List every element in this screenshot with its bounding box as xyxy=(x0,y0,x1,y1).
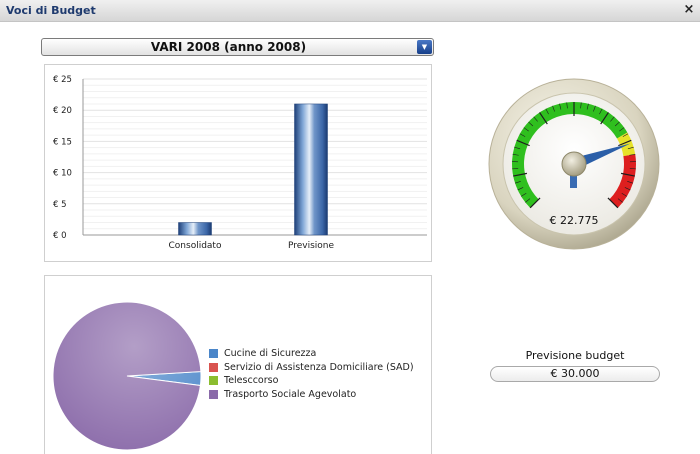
legend-item: Cucine di Sicurezza xyxy=(209,347,414,361)
gauge-tick xyxy=(520,193,527,197)
budget-forecast-value: € 30.000 xyxy=(490,366,660,382)
y-tick-label: € 0 xyxy=(53,231,67,241)
gauge-tick xyxy=(516,139,530,147)
pie-chart xyxy=(52,301,202,451)
gauge-tick xyxy=(629,154,636,156)
legend-label: Cucine di Sicurezza xyxy=(224,348,317,360)
gauge-value: € 22.775 xyxy=(550,214,599,227)
x-category-label: Previsione xyxy=(288,241,335,251)
gauge-tick xyxy=(539,112,548,125)
legend-item: Servizio di Assistenza Domiciliare (SAD) xyxy=(209,361,414,375)
gauge-tick xyxy=(545,108,549,115)
gauge-tick xyxy=(600,112,609,125)
legend-swatch xyxy=(209,389,218,399)
bar-chart: € 0 € 5 € 10 € 15 € 20 € 25 Consolidato Previs… xyxy=(53,75,427,251)
gauge-tick xyxy=(533,116,538,122)
gauge-tick xyxy=(621,193,628,197)
gauge-tick xyxy=(514,181,521,184)
budget-item-select[interactable]: VARI 2008 (anno 2008) ▼ xyxy=(41,38,434,56)
bar-chart-panel: € 0 € 5 € 10 € 15 € 20 € 25 Consolidato Previs… xyxy=(44,64,432,262)
legend-swatch xyxy=(209,362,218,372)
gauge-zone xyxy=(512,101,628,208)
legend-swatch xyxy=(209,349,218,359)
gauge-tick xyxy=(624,187,631,191)
window-titlebar: Voci di Budget × xyxy=(0,0,700,22)
y-tick-label: € 10 xyxy=(53,169,72,179)
gauge-zone xyxy=(617,132,636,157)
gauge-tick xyxy=(618,139,632,147)
bar xyxy=(294,103,328,236)
legend-label: Telesccorso xyxy=(224,375,279,387)
pie-highlight xyxy=(53,302,201,450)
gauge-tick xyxy=(525,198,531,203)
gauge-needle xyxy=(571,143,631,170)
legend-item: Trasporto Sociale Agevolato xyxy=(209,388,414,402)
gauge-tick xyxy=(580,102,582,109)
gauge-tick xyxy=(599,108,603,115)
gauge-hub xyxy=(561,151,587,177)
pie-chart-panel xyxy=(44,275,432,454)
window-title: Voci di Budget xyxy=(6,4,96,17)
gauge-tick xyxy=(566,102,568,109)
legend-label: Trasporto Sociale Agevolato xyxy=(224,388,357,400)
gauge-zone xyxy=(609,154,636,208)
gauge-tick xyxy=(512,154,519,156)
budget-item-select-value: VARI 2008 (anno 2008) xyxy=(150,40,307,54)
close-icon[interactable]: × xyxy=(683,2,695,17)
y-tick-label: € 25 xyxy=(53,75,72,85)
gauge-tick xyxy=(610,116,615,122)
gauge-tick xyxy=(552,105,555,112)
gauge-tick xyxy=(513,172,528,177)
gauge-tick xyxy=(514,146,521,150)
gauge-tick xyxy=(617,198,623,203)
y-tick-label: € 5 xyxy=(53,200,67,210)
legend-swatch xyxy=(209,376,218,386)
gauge-tick xyxy=(586,103,589,110)
legend-label: Servizio di Assistenza Domiciliare (SAD) xyxy=(224,361,414,373)
gauge-tick xyxy=(523,127,529,132)
chevron-down-icon[interactable]: ▼ xyxy=(417,40,432,54)
gauge-tick xyxy=(627,181,634,184)
y-tick-label: € 15 xyxy=(53,137,72,147)
pie-legend: Cucine di Sicurezza Servizio di Assisten… xyxy=(209,347,414,401)
gauge-tick xyxy=(607,197,619,209)
budget-forecast-label: Previsione budget xyxy=(525,349,625,362)
gauge-tick xyxy=(622,133,629,137)
gauge-tick xyxy=(519,133,526,137)
gauge-tick xyxy=(529,197,541,209)
bar xyxy=(178,222,212,236)
x-category-label: Consolidato xyxy=(169,241,222,251)
legend-item: Telesccorso xyxy=(209,374,414,388)
gauge-tick xyxy=(627,146,634,150)
y-tick-label: € 20 xyxy=(53,106,72,116)
gauge-tick xyxy=(619,127,625,132)
gauge-tick xyxy=(620,172,635,177)
gauge-tick xyxy=(517,187,524,191)
budget-gauge: € 22.775 xyxy=(488,78,660,250)
gauge-tick xyxy=(593,105,596,112)
gauge-tick xyxy=(614,121,620,127)
gauge-tick xyxy=(559,103,562,110)
gauge-tick xyxy=(528,121,534,127)
